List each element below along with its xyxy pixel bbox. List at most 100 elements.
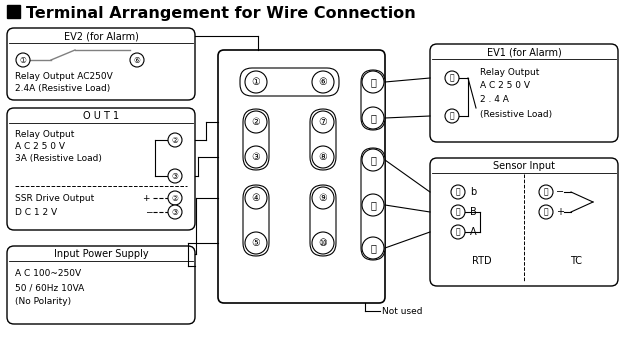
Text: −: − bbox=[556, 187, 564, 197]
Text: 2 . 4 A: 2 . 4 A bbox=[480, 94, 509, 103]
Text: ⑪: ⑪ bbox=[370, 77, 376, 87]
Circle shape bbox=[451, 185, 465, 199]
Text: ⑤: ⑤ bbox=[251, 238, 260, 248]
FancyBboxPatch shape bbox=[361, 148, 385, 260]
FancyBboxPatch shape bbox=[243, 185, 269, 256]
Circle shape bbox=[245, 111, 267, 133]
Text: ⑭: ⑭ bbox=[370, 200, 376, 210]
Text: (Resistive Load): (Resistive Load) bbox=[480, 110, 552, 118]
Text: EV1 (for Alarm): EV1 (for Alarm) bbox=[487, 47, 561, 57]
Text: ⑮: ⑮ bbox=[370, 243, 376, 253]
Text: 50 / 60Hz 10VA: 50 / 60Hz 10VA bbox=[15, 283, 84, 293]
Text: ⑭: ⑭ bbox=[544, 208, 549, 217]
Text: Sensor Input: Sensor Input bbox=[493, 161, 555, 171]
Circle shape bbox=[362, 237, 384, 259]
Text: ⑫: ⑫ bbox=[450, 111, 455, 120]
Text: TC: TC bbox=[570, 256, 582, 266]
Text: RTD: RTD bbox=[472, 256, 492, 266]
Circle shape bbox=[312, 111, 334, 133]
Circle shape bbox=[16, 53, 30, 67]
FancyBboxPatch shape bbox=[7, 246, 195, 324]
Text: Terminal Arrangement for Wire Connection: Terminal Arrangement for Wire Connection bbox=[26, 6, 416, 20]
Text: A C 2 5 0 V: A C 2 5 0 V bbox=[480, 81, 530, 90]
Text: SSR Drive Output: SSR Drive Output bbox=[15, 194, 94, 203]
Text: ⑥: ⑥ bbox=[134, 56, 140, 65]
Text: ⑥: ⑥ bbox=[319, 77, 327, 87]
Circle shape bbox=[312, 71, 334, 93]
Text: ⑫: ⑫ bbox=[370, 113, 376, 123]
Text: 2.4A (Resistive Load): 2.4A (Resistive Load) bbox=[15, 84, 110, 93]
Circle shape bbox=[312, 187, 334, 209]
Text: ①: ① bbox=[19, 56, 26, 65]
Circle shape bbox=[445, 71, 459, 85]
Circle shape bbox=[168, 169, 182, 183]
Circle shape bbox=[130, 53, 144, 67]
Text: A C 100~250V: A C 100~250V bbox=[15, 270, 81, 279]
Text: ⑨: ⑨ bbox=[319, 193, 327, 203]
Text: A C 2 5 0 V: A C 2 5 0 V bbox=[15, 142, 65, 151]
Circle shape bbox=[245, 71, 267, 93]
Text: Relay Output AC250V: Relay Output AC250V bbox=[15, 71, 113, 81]
Circle shape bbox=[312, 232, 334, 254]
FancyBboxPatch shape bbox=[430, 158, 618, 286]
FancyBboxPatch shape bbox=[310, 185, 336, 256]
Circle shape bbox=[451, 205, 465, 219]
Text: ⑩: ⑩ bbox=[319, 238, 327, 248]
FancyBboxPatch shape bbox=[310, 109, 336, 170]
Text: A: A bbox=[470, 227, 477, 237]
Circle shape bbox=[539, 185, 553, 199]
Circle shape bbox=[451, 225, 465, 239]
Text: 3A (Resistive Load): 3A (Resistive Load) bbox=[15, 153, 102, 162]
Text: b: b bbox=[470, 187, 477, 197]
FancyBboxPatch shape bbox=[430, 44, 618, 142]
Circle shape bbox=[245, 146, 267, 168]
Circle shape bbox=[362, 71, 384, 93]
FancyBboxPatch shape bbox=[7, 108, 195, 230]
Circle shape bbox=[445, 109, 459, 123]
Text: Relay Output: Relay Output bbox=[15, 129, 75, 138]
Circle shape bbox=[168, 191, 182, 205]
FancyBboxPatch shape bbox=[218, 50, 385, 303]
Circle shape bbox=[245, 187, 267, 209]
Text: D C 1 2 V: D C 1 2 V bbox=[15, 208, 57, 217]
Circle shape bbox=[362, 107, 384, 129]
Text: ②: ② bbox=[251, 117, 260, 127]
Text: ②: ② bbox=[172, 135, 179, 144]
Text: ③: ③ bbox=[172, 171, 179, 180]
Text: ⑧: ⑧ bbox=[319, 152, 327, 162]
Text: EV2 (for Alarm): EV2 (for Alarm) bbox=[63, 31, 139, 41]
Text: ①: ① bbox=[251, 77, 260, 87]
Text: B: B bbox=[470, 207, 477, 217]
Text: ⑬: ⑬ bbox=[456, 187, 460, 196]
Circle shape bbox=[362, 194, 384, 216]
Text: ⑭: ⑭ bbox=[456, 208, 460, 217]
Text: +: + bbox=[556, 207, 564, 217]
Circle shape bbox=[245, 232, 267, 254]
Circle shape bbox=[312, 146, 334, 168]
Text: O U T 1: O U T 1 bbox=[83, 111, 119, 121]
Text: +: + bbox=[142, 194, 153, 203]
Text: ⑦: ⑦ bbox=[319, 117, 327, 127]
Text: Not used: Not used bbox=[382, 306, 423, 315]
Bar bbox=[7, 5, 20, 18]
Text: ⑬: ⑬ bbox=[544, 187, 549, 196]
Circle shape bbox=[362, 149, 384, 171]
Text: ③: ③ bbox=[172, 208, 179, 217]
Text: ⑮: ⑮ bbox=[456, 228, 460, 237]
Text: ⑪: ⑪ bbox=[450, 74, 455, 83]
Text: −: − bbox=[145, 208, 153, 217]
FancyBboxPatch shape bbox=[7, 28, 195, 100]
Text: Input Power Supply: Input Power Supply bbox=[54, 249, 149, 259]
Text: ②: ② bbox=[172, 194, 179, 203]
FancyBboxPatch shape bbox=[361, 70, 385, 130]
Text: ③: ③ bbox=[251, 152, 260, 162]
Text: (No Polarity): (No Polarity) bbox=[15, 297, 71, 306]
FancyBboxPatch shape bbox=[240, 68, 339, 96]
Circle shape bbox=[539, 205, 553, 219]
Text: Relay Output: Relay Output bbox=[480, 68, 539, 76]
FancyBboxPatch shape bbox=[243, 109, 269, 170]
Text: ④: ④ bbox=[251, 193, 260, 203]
Circle shape bbox=[168, 205, 182, 219]
Text: ⑬: ⑬ bbox=[370, 155, 376, 165]
Circle shape bbox=[168, 133, 182, 147]
